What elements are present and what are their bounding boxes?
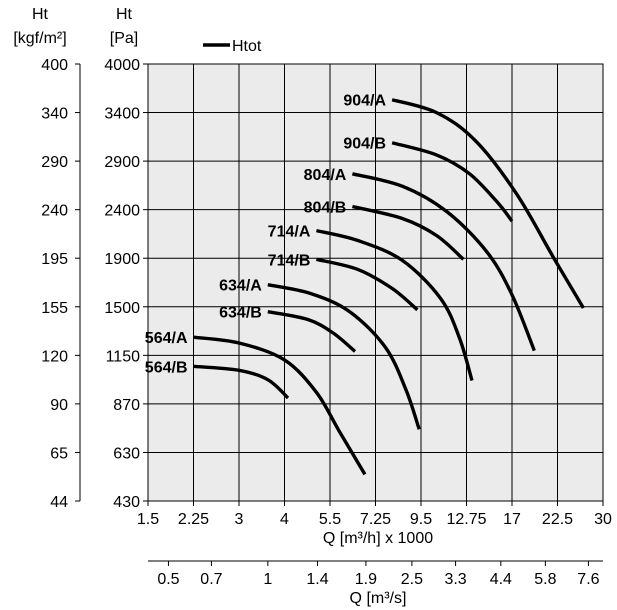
x-axis-ticks: 1.5 2.25 3 4 5.5 7.25 9.5 12.75 17 22.5 30 bbox=[137, 501, 612, 528]
x-tick-label: 3 bbox=[235, 511, 244, 528]
curve-label: 904/A bbox=[343, 93, 386, 110]
curve-634-b bbox=[267, 310, 357, 353]
kgf-tick-label: 340 bbox=[41, 106, 68, 123]
curve-904-b bbox=[391, 141, 514, 223]
x2-tick-label: 2.5 bbox=[401, 571, 423, 588]
kgf-tick-label: 44 bbox=[50, 494, 68, 511]
left-axis-title-line1: Ht bbox=[32, 6, 49, 23]
x-tick-label: 22.5 bbox=[542, 511, 573, 528]
curve-564-a bbox=[193, 335, 367, 476]
curve-564-b bbox=[193, 364, 290, 400]
secondary-x-axis-title: Q [m³/s] bbox=[350, 590, 407, 607]
curve-label: 714/A bbox=[268, 224, 311, 241]
x2-tick-label: 5.8 bbox=[534, 571, 556, 588]
x2-tick-label: 1.9 bbox=[355, 571, 377, 588]
curve-label: 564/A bbox=[145, 330, 188, 347]
secondary-x-axis-ticks: 0.5 0.7 1 1.4 1.9 2.5 3.3 4.4 5.8 7.6 bbox=[157, 561, 600, 588]
kgf-tick-label: 400 bbox=[41, 57, 68, 74]
x2-tick-label: 7.6 bbox=[577, 571, 599, 588]
pa-tick-label: 1150 bbox=[106, 348, 141, 365]
pa-tick-label: 630 bbox=[113, 445, 140, 462]
x2-tick-label: 0.5 bbox=[157, 571, 179, 588]
x-tick-label: 9.5 bbox=[410, 511, 432, 528]
kgf-tick-label: 120 bbox=[41, 348, 68, 365]
curve-label: 564/B bbox=[145, 359, 188, 376]
curve-label: 804/B bbox=[304, 199, 347, 216]
legend-label: Htot bbox=[232, 38, 262, 55]
x2-tick-label: 4.4 bbox=[490, 571, 512, 588]
pa-tick-label: 430 bbox=[113, 494, 140, 511]
kgf-tick-label: 65 bbox=[50, 445, 68, 462]
x2-tick-label: 1.4 bbox=[306, 571, 328, 588]
x-tick-label: 12.75 bbox=[446, 511, 486, 528]
x-tick-label: 1.5 bbox=[137, 511, 159, 528]
x-tick-label: 2.25 bbox=[178, 511, 209, 528]
curve-label: 634/A bbox=[219, 278, 262, 295]
right-axis-title-line1: Ht bbox=[116, 6, 133, 23]
x-axis-title: Q [m³/h] x 1000 bbox=[323, 530, 433, 547]
left-axis-ticks: 400 340 290 240 195 155 120 90 65 44 bbox=[41, 57, 80, 511]
left-axis-title-line2: [kgf/m²] bbox=[13, 30, 66, 47]
vertical-gridlines bbox=[193, 64, 558, 501]
pa-tick-label: 870 bbox=[113, 397, 140, 414]
x-tick-label: 17 bbox=[503, 511, 521, 528]
curve-labels: 904/A 904/B 804/A 804/B 714/A 714/B 634/A 634/B… bbox=[145, 93, 387, 377]
curve-714-a bbox=[316, 228, 474, 381]
curve-label: 904/B bbox=[343, 136, 386, 153]
curve-634-a bbox=[267, 283, 421, 430]
performance-curves bbox=[193, 98, 585, 476]
pa-tick-label: 1900 bbox=[104, 251, 140, 268]
curve-804-b bbox=[352, 204, 465, 261]
pa-tick-label: 2900 bbox=[104, 154, 140, 171]
x-tick-label: 7.25 bbox=[360, 511, 391, 528]
kgf-tick-label: 195 bbox=[41, 251, 68, 268]
x-tick-label: 5.5 bbox=[319, 511, 341, 528]
curve-714-b bbox=[315, 257, 419, 312]
kgf-tick-label: 290 bbox=[41, 154, 68, 171]
pa-tick-label: 4000 bbox=[104, 57, 140, 74]
x-tick-label: 4 bbox=[280, 511, 289, 528]
pa-tick-label: 2400 bbox=[104, 203, 140, 220]
right-axis-title-line2: [Pa] bbox=[110, 30, 138, 47]
curve-label: 634/B bbox=[219, 305, 262, 322]
pa-tick-label: 3400 bbox=[104, 106, 140, 123]
pa-tick-label: 1500 bbox=[104, 300, 140, 317]
x2-tick-label: 0.7 bbox=[200, 571, 222, 588]
curve-label: 804/A bbox=[304, 167, 347, 184]
x-tick-label: 30 bbox=[594, 511, 612, 528]
kgf-tick-label: 90 bbox=[50, 397, 68, 414]
pa-axis-ticks: 4000 3400 2900 2400 1900 1500 1150 870 630 430 bbox=[104, 57, 148, 511]
curve-904-a bbox=[391, 98, 585, 309]
kgf-tick-label: 240 bbox=[41, 203, 68, 220]
curve-label: 714/B bbox=[268, 252, 311, 269]
kgf-tick-label: 155 bbox=[41, 300, 68, 317]
curve-804-a bbox=[351, 172, 536, 352]
x2-tick-label: 3.3 bbox=[444, 571, 466, 588]
x2-tick-label: 1 bbox=[263, 571, 272, 588]
